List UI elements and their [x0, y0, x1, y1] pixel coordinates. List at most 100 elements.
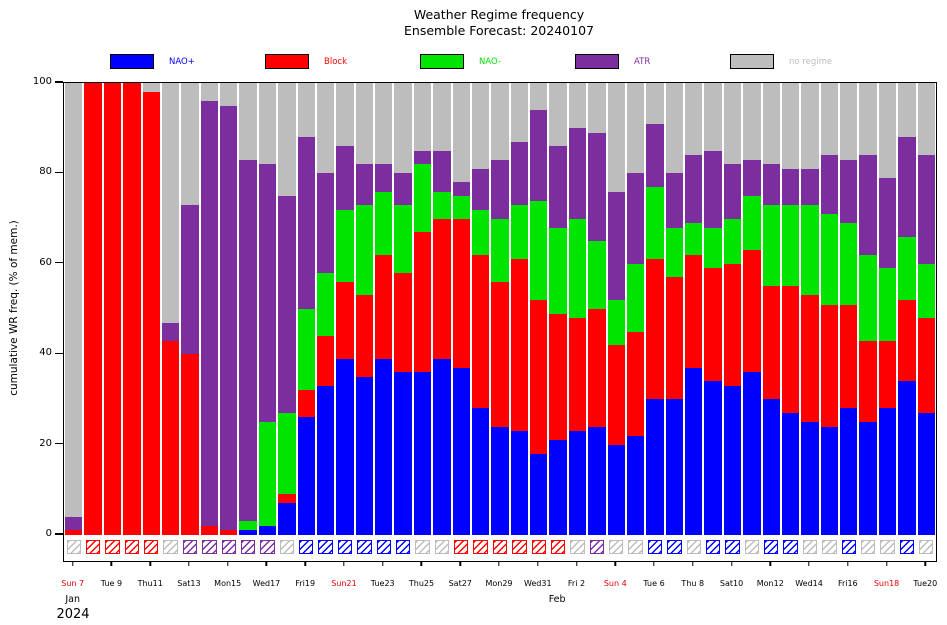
bar-segment-atr: [181, 205, 199, 355]
legend-item-nao+: NAO+: [110, 54, 195, 69]
bar-segment-no-regime: [336, 83, 354, 147]
stacked-bar-day-29: [607, 83, 625, 535]
dominant-regime-box: [66, 540, 81, 554]
bar-segment-no-regime: [510, 83, 528, 142]
bar-segment-atr: [375, 164, 393, 192]
bar-segment-no-regime: [142, 83, 160, 93]
bar-segment-no-regime: [685, 83, 703, 156]
stacked-bar-day-18: [394, 83, 412, 535]
bar-segment-block: [452, 218, 470, 368]
y-axis-label: cumulative WR freq. (% of mem.): [8, 220, 20, 396]
bar-segment-no-regime: [840, 83, 858, 160]
bar-segment-nao-: [626, 263, 645, 332]
year-label: 2024: [56, 607, 90, 622]
x-tick-mark: [537, 561, 539, 566]
bar-segment-nao-: [316, 272, 335, 337]
bar-segment-nao+: [840, 408, 858, 535]
bar-segment-no-regime: [413, 83, 432, 151]
bar-segment-no-regime: [743, 83, 761, 160]
dominant-regime-box: [376, 540, 391, 554]
x-tick-label: Mon15: [214, 579, 242, 588]
bar-segment-nao+: [781, 412, 800, 535]
x-tick-mark: [149, 561, 151, 566]
bar-segment-nao-: [413, 164, 432, 233]
x-tick-mark: [265, 561, 268, 566]
x-tick-mark: [730, 561, 733, 566]
bar-segment-block: [278, 494, 296, 504]
stacked-bar-day-33: [685, 83, 703, 535]
bar-segment-block: [549, 313, 567, 441]
x-tick-mark: [343, 561, 345, 566]
bar-segment-nao-: [355, 205, 373, 296]
dominant-regime-box: [841, 540, 856, 554]
stacked-bar-day-41: [840, 83, 858, 535]
bar-segment-atr: [220, 105, 238, 531]
legend-swatch: [265, 54, 309, 69]
stacked-bar-day-19: [413, 83, 432, 535]
bar-segment-nao+: [433, 358, 451, 535]
x-tick-label: Tue 6: [643, 579, 665, 588]
bar-segment-atr: [898, 137, 916, 237]
bar-segment-block: [316, 336, 335, 386]
bar-segment-block: [665, 277, 683, 400]
stacked-bar-day-5: [142, 83, 160, 535]
x-tick-label: Sun 7: [61, 579, 85, 588]
stacked-bar-day-31: [646, 83, 664, 535]
bar-segment-block: [762, 286, 780, 400]
bar-segment-block: [491, 281, 509, 427]
bar-segment-nao+: [375, 358, 393, 535]
dominant-regime-box: [609, 540, 624, 554]
x-tick-mark: [692, 561, 694, 566]
bar-segment-no-regime: [801, 83, 819, 169]
stacked-bar-day-30: [626, 83, 645, 535]
bar-segment-atr: [316, 173, 335, 273]
bar-segment-atr: [452, 182, 470, 197]
dominant-regime-box: [337, 540, 353, 554]
bar-segment-nao-: [665, 227, 683, 278]
bar-segment-nao-: [859, 254, 877, 341]
bar-segment-nao+: [588, 426, 606, 535]
bar-segment-block: [530, 299, 548, 454]
x-tick-label: Wed17: [252, 579, 281, 588]
bar-segment-block: [840, 304, 858, 409]
bar-segment-no-regime: [375, 83, 393, 165]
dominant-regime-box: [570, 540, 585, 554]
bar-segment-block: [917, 318, 935, 413]
y-tick-label: 100: [32, 76, 52, 87]
x-tick-label: Tue 9: [100, 579, 123, 588]
bar-segment-no-regime: [394, 83, 412, 174]
bar-segment-atr: [840, 159, 858, 224]
x-tick-mark: [653, 561, 655, 566]
x-tick-label: Fri19: [295, 579, 316, 588]
bar-segment-block: [626, 331, 645, 436]
bar-segment-block: [220, 530, 238, 535]
stacked-bar-day-8: [200, 83, 218, 535]
stacked-bar-day-13: [297, 83, 315, 535]
bar-segment-nao+: [239, 530, 257, 535]
dominant-regime-box: [822, 540, 837, 554]
bar-segment-block: [161, 340, 180, 535]
bar-segment-atr: [394, 173, 412, 206]
bar-segment-block: [433, 218, 451, 359]
dominant-regime-box: [318, 540, 333, 554]
stacked-bar-day-35: [723, 83, 742, 535]
bar-segment-block: [723, 263, 742, 386]
bar-segment-atr: [704, 150, 722, 228]
bar-segment-no-regime: [607, 83, 625, 192]
month-label-jan: Jan: [65, 594, 81, 605]
bar-segment-nao-: [336, 209, 354, 282]
x-tick-mark: [459, 561, 461, 566]
bar-segment-atr: [723, 164, 742, 219]
x-tick-label: Thu 8: [681, 579, 705, 588]
dominant-regime-box: [357, 540, 372, 554]
x-tick-label: Sun21: [331, 579, 357, 588]
dominant-regime-box: [705, 540, 721, 554]
bar-segment-block: [859, 340, 877, 422]
stacked-bar-day-1: [65, 83, 83, 535]
stacked-bar-day-4: [123, 83, 141, 535]
bar-segment-nao+: [704, 381, 722, 535]
bar-segment-block: [103, 83, 122, 535]
legend-label: Block: [324, 56, 347, 67]
chart-title: Weather Regime frequency: [413, 7, 585, 22]
dominant-regime-box: [725, 540, 740, 554]
